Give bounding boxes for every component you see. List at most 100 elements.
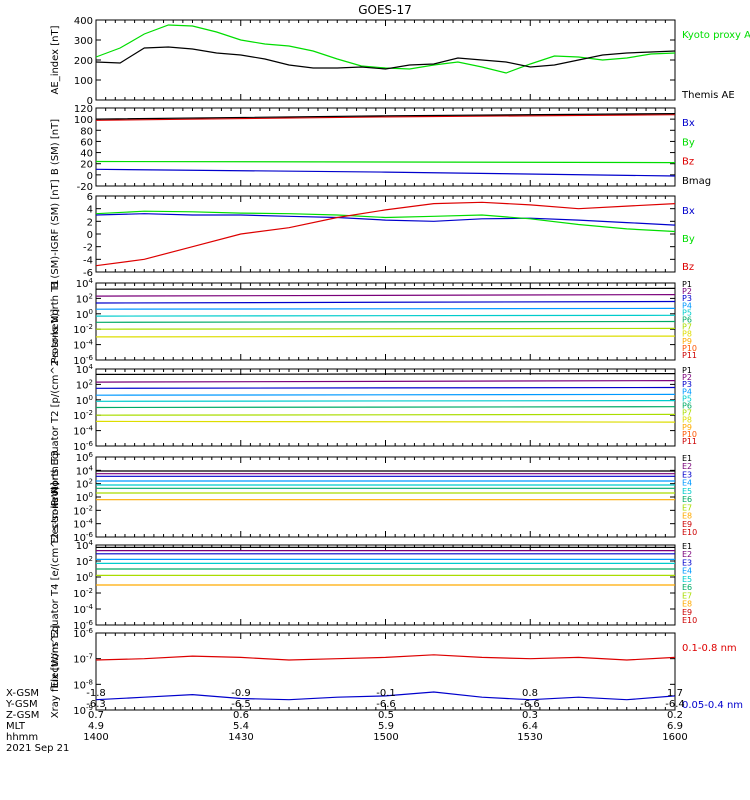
- panel-frame: [95, 456, 676, 538]
- series-line-p1: [95, 373, 676, 375]
- orbit-value: -6.6: [520, 699, 540, 710]
- orbit-value: 1500: [373, 732, 398, 743]
- legend-entry: P11: [682, 351, 697, 360]
- legend-entry: P5: [682, 308, 692, 317]
- y-tick-label: 0: [87, 230, 93, 241]
- series-line-p5: [95, 314, 676, 317]
- legend-entry: P3: [682, 380, 692, 389]
- orbit-row-label: hhmm: [6, 732, 38, 743]
- legend-entry: E9: [682, 520, 692, 529]
- legend-entry: E1: [682, 454, 692, 463]
- legend-entry: Bz: [682, 157, 694, 168]
- orbit-row-label: X-GSM: [6, 688, 39, 699]
- y-tick-label: -2: [83, 243, 93, 254]
- legend-entry: 0.1-0.8 nm: [682, 643, 737, 654]
- y-tick-label: 4: [87, 205, 93, 216]
- legend-entry: E2: [682, 550, 692, 559]
- orbit-row-label: MLT: [6, 721, 26, 732]
- legend-entry: P7: [682, 409, 692, 418]
- series-line-p2: [95, 294, 676, 297]
- y-tick-label: 104: [76, 539, 94, 552]
- series-line-by: [95, 210, 676, 233]
- orbit-value: 0.5: [378, 710, 394, 721]
- y-tick-label: 100: [76, 308, 93, 321]
- series-line-0-1-0-8-nm: [95, 654, 676, 661]
- legend-entry: Themis AE: [681, 90, 735, 101]
- y-axis-label: Xray flux [W/m^2]: [50, 625, 61, 719]
- orbit-value: 4.9: [88, 721, 104, 732]
- y-tick-label: 6: [87, 192, 93, 203]
- series-line-0-05-0-4-nm: [95, 691, 676, 701]
- legend-entry: P5: [682, 394, 692, 403]
- y-tick-label: 102: [76, 292, 93, 305]
- orbit-value: 0.7: [88, 710, 104, 721]
- y-tick-label: 80: [80, 126, 93, 137]
- y-tick-label: 102: [76, 478, 93, 491]
- y-tick-label: 0: [87, 96, 93, 107]
- y-tick-label: 400: [74, 16, 93, 27]
- legend-entry: E4: [682, 567, 692, 576]
- orbit-value: 0.2: [667, 710, 683, 721]
- legend-entry: P11: [682, 437, 697, 446]
- y-axis-label: B (SM)-IGRF (SM) [nT]: [50, 179, 61, 288]
- y-tick-label: 100: [76, 571, 93, 584]
- y-tick-label: 104: [76, 277, 94, 290]
- panel-frame: [95, 195, 676, 273]
- y-tick-label: 10-4: [73, 425, 93, 438]
- y-tick-label: 2: [87, 217, 93, 228]
- y-axis-label: Protons Equator T2 [p/(cm^2-s-sr-keV)]: [50, 309, 61, 506]
- series-line-p1: [95, 287, 676, 290]
- y-tick-label: 10-8: [73, 678, 93, 691]
- legend-entry: P2: [682, 373, 692, 382]
- legend-entry: E6: [682, 495, 692, 504]
- y-tick-label: -4: [83, 255, 93, 266]
- panel-frame: [95, 19, 676, 101]
- legend-entry: P9: [682, 423, 692, 432]
- orbit-value: 5.9: [378, 721, 394, 732]
- series-line-bz: [95, 201, 676, 267]
- series-line-by: [95, 160, 676, 164]
- legend-entry: Bz: [682, 262, 694, 273]
- legend-entry: Bmag: [682, 176, 711, 187]
- legend-entry: E8: [682, 512, 692, 521]
- y-tick-label: 10-2: [73, 323, 93, 336]
- legend-entry: P8: [682, 330, 692, 339]
- orbit-row-label: Z-GSM: [6, 710, 39, 721]
- orbit-value: -6.5: [231, 699, 251, 710]
- y-tick-label: 100: [74, 76, 93, 87]
- y-tick-label: 300: [74, 36, 93, 47]
- legend-entry: E7: [682, 503, 692, 512]
- series-line-bz: [95, 114, 676, 121]
- y-tick-label: 10-2: [73, 409, 93, 422]
- orbit-value: -6.4: [665, 699, 685, 710]
- series-line-p4: [95, 393, 676, 396]
- series-line-p5: [95, 400, 676, 402]
- y-tick-label: 104: [76, 363, 94, 376]
- y-tick-label: 102: [76, 555, 93, 568]
- series-line-kyoto-proxy-ae: [95, 24, 676, 74]
- orbit-value: 1.7: [667, 688, 683, 699]
- legend-entry: E6: [682, 583, 692, 592]
- legend-entry: P2: [682, 287, 692, 296]
- y-tick-label: 10-6: [73, 531, 93, 544]
- series-line-bx: [95, 168, 676, 177]
- y-axis-label: AE_index [nT]: [50, 25, 61, 94]
- series-line-bmag: [95, 113, 676, 120]
- y-tick-label: 10-6: [73, 619, 93, 632]
- y-tick-label: 10-2: [73, 587, 93, 600]
- series-line-themis-ae: [95, 46, 676, 70]
- orbit-value: 6.4: [522, 721, 538, 732]
- orbit-value: 5.4: [233, 721, 249, 732]
- legend-entry: P3: [682, 294, 692, 303]
- orbit-row-label: Y-GSM: [5, 699, 38, 710]
- y-tick-label: 20: [80, 160, 93, 171]
- legend-entry: P7: [682, 323, 692, 332]
- legend-entry: P4: [682, 387, 692, 396]
- orbit-value: 0.8: [522, 688, 538, 699]
- series-line-p3: [95, 300, 676, 304]
- y-tick-label: 10-9: [73, 704, 93, 717]
- legend-entry: P10: [682, 344, 697, 353]
- panel-1: 0 100 200 300 400 AE_index [nT] Kyoto proxy AE…: [50, 16, 750, 107]
